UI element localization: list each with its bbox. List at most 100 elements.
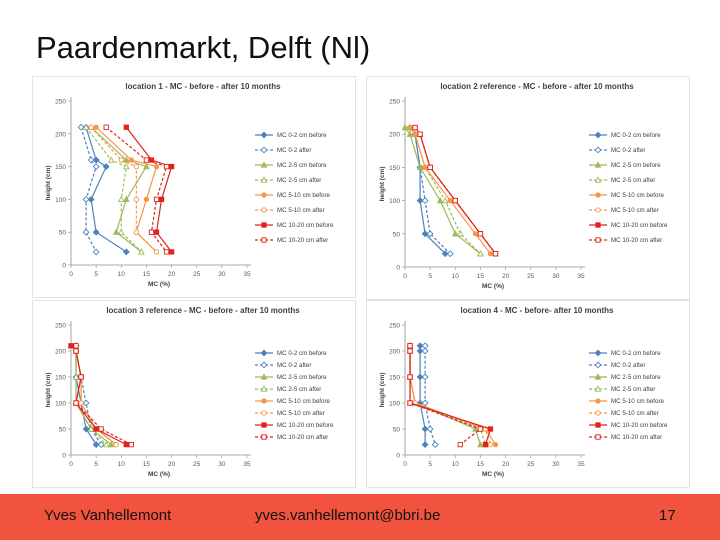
series-8 <box>412 124 499 257</box>
y-tick-label: 200 <box>389 132 400 139</box>
data-point <box>492 251 499 257</box>
y-axis-label: height (cm) <box>45 165 52 200</box>
y-tick-label: 0 <box>396 453 400 460</box>
series-2 <box>406 124 454 258</box>
legend-label: MC 10-20 cm after <box>611 434 662 441</box>
y-tick-label: 0 <box>62 453 66 460</box>
data-point <box>416 163 424 171</box>
legend-entry: MC 0-2 after <box>255 361 311 369</box>
legend-entry: MC 10-20 cm after <box>589 237 662 244</box>
x-tick-label: 25 <box>527 273 535 280</box>
legend-marker <box>595 410 601 416</box>
x-tick-label: 0 <box>69 271 73 278</box>
chart-location-1: location 1 - MC - before - after 10 mont… <box>45 82 334 288</box>
legend-label: MC 2-5 cm after <box>611 177 655 184</box>
data-point <box>92 228 100 236</box>
legend-entry: MC 2-5 cm before <box>255 373 327 381</box>
legend-entry: MC 2-5 cm after <box>255 385 321 393</box>
data-point <box>421 197 429 205</box>
x-tick-label: 15 <box>143 461 151 468</box>
chart-panel-2: location 2 reference - MC - before - aft… <box>366 76 690 300</box>
legend-label: MC 2-5 cm after <box>277 177 321 184</box>
legend-label: MC 0-2 cm before <box>611 132 661 139</box>
data-point <box>421 441 429 449</box>
legend-marker <box>261 434 267 440</box>
data-point <box>122 195 130 203</box>
legend-marker <box>261 237 267 243</box>
data-point <box>103 124 109 130</box>
data-point <box>78 374 84 380</box>
x-tick-label: 5 <box>428 273 432 280</box>
legend-marker <box>260 385 268 392</box>
legend-marker <box>594 361 602 369</box>
legend-entry: MC 2-5 cm after <box>589 385 655 393</box>
y-tick-label: 250 <box>55 99 66 106</box>
legend-entry: MC 0-2 cm before <box>255 349 327 357</box>
data-point <box>87 195 95 203</box>
legend-label: MC 10-20 cm before <box>277 222 334 229</box>
legend-entry: MC 2-5 cm before <box>589 161 661 169</box>
legend-marker <box>594 146 602 154</box>
data-point <box>93 426 99 432</box>
data-point <box>452 197 458 204</box>
data-point <box>117 195 125 203</box>
data-point <box>153 229 160 235</box>
data-point <box>72 373 80 380</box>
legend-entry: MC 2-5 cm before <box>255 161 327 169</box>
x-tick-label: 10 <box>452 273 460 280</box>
x-tick-label: 30 <box>218 461 226 468</box>
y-tick-label: 150 <box>389 165 400 172</box>
chart-location-4: location 4 - MC - before- after 10 month… <box>379 306 668 478</box>
data-point <box>407 124 413 131</box>
data-point <box>92 163 100 171</box>
chart-location-3: location 3 reference - MC - before - aft… <box>45 306 334 478</box>
legend-label: MC 0-2 after <box>277 147 311 154</box>
x-tick-label: 0 <box>403 273 407 280</box>
data-point <box>88 124 94 130</box>
legend-label: MC 0-2 after <box>277 362 311 369</box>
data-point <box>407 374 413 380</box>
legend-marker <box>261 207 267 213</box>
legend-label: MC 5-10 cm after <box>277 207 325 214</box>
legend-label: MC 10-20 cm before <box>611 422 668 429</box>
series-8 <box>73 343 134 448</box>
legend-entry: MC 10-20 cm before <box>589 422 668 429</box>
legend-entry: MC 2-5 cm after <box>589 176 655 184</box>
data-point <box>87 156 95 164</box>
legend-label: MC 0-2 cm before <box>277 350 327 357</box>
legend-label: MC 10-20 cm before <box>611 222 668 229</box>
chart-panel-1: location 1 - MC - before - after 10 mont… <box>32 76 356 298</box>
data-point <box>122 248 130 256</box>
legend-entry: MC 0-2 cm before <box>589 131 661 139</box>
series-2 <box>421 342 439 449</box>
data-point <box>427 164 433 171</box>
legend-label: MC 10-20 cm after <box>277 434 328 441</box>
footer-email: yves.vanhellemont@bbri.be <box>255 507 441 524</box>
data-point <box>407 400 413 406</box>
x-tick-label: 35 <box>243 271 251 278</box>
series-line <box>409 345 482 446</box>
legend-label: MC 0-2 after <box>611 147 645 154</box>
data-point <box>416 347 424 355</box>
legend-label: MC 2-5 cm before <box>277 374 327 381</box>
data-point <box>98 426 104 432</box>
chart-title: location 3 reference - MC - before - aft… <box>106 306 300 315</box>
data-point <box>82 228 90 236</box>
chart-title: location 4 - MC - before- after 10 month… <box>461 306 614 315</box>
data-point <box>92 441 100 449</box>
series-line <box>95 126 158 253</box>
x-tick-label: 15 <box>477 461 485 468</box>
legend-marker <box>260 176 268 183</box>
data-point <box>421 399 429 407</box>
data-point <box>93 124 99 130</box>
legend-marker <box>594 131 602 139</box>
data-point <box>441 250 449 258</box>
data-point <box>482 441 489 448</box>
data-point <box>128 157 134 163</box>
data-point <box>158 196 165 203</box>
data-point <box>143 162 150 170</box>
series-6 <box>88 124 160 255</box>
legend-label: MC 5-10 cm before <box>277 398 331 405</box>
data-point <box>148 229 155 235</box>
data-point <box>163 163 170 170</box>
